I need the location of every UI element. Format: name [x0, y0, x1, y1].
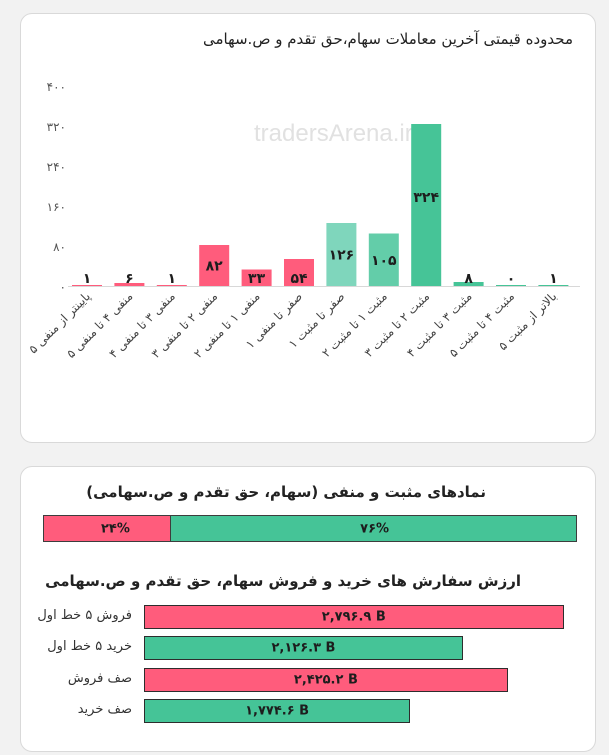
bar [453, 282, 484, 286]
bar [368, 233, 399, 286]
y-tick-label: ۰ [60, 280, 66, 294]
y-tick-label: ۴۰۰ [47, 80, 66, 94]
y-tick-label: ۳۲۰ [47, 120, 66, 134]
bar [72, 285, 102, 286]
bar-value-label: ۳۳ [248, 271, 266, 287]
y-tick-label: ۲۴۰ [47, 160, 66, 174]
bar [156, 285, 187, 286]
orders-title: ارزش سفارش های خرید و فروش سهام، حق تقدم… [45, 572, 521, 590]
order-label: فروش ۵ خط اول [37, 608, 132, 623]
bar-value-label: ۵۴ [290, 271, 308, 287]
bar [199, 245, 230, 286]
bar [241, 269, 272, 286]
bar [538, 285, 569, 286]
bar [284, 259, 314, 286]
bar-value-label: ۳۲۴ [413, 190, 439, 206]
order-label: صف فروش [67, 671, 132, 686]
bar-value-label: ۱ [83, 271, 92, 287]
bar-value-label: ۱ [549, 271, 558, 287]
order-bar: ۲,۱۲۶.۳ B [144, 636, 463, 660]
order-row: فروش ۵ خط اول ۲,۷۹۶.۹ B [0, 605, 609, 629]
mix-title: نمادهای مثبت و منفی (سهام، حق تقدم و ص.س… [86, 483, 486, 501]
price-range-title: محدوده قیمتی آخرین معاملات سهام،حق تقدم … [202, 30, 573, 48]
order-label: خرید ۵ خط اول [47, 639, 132, 654]
bar [411, 124, 442, 286]
bar-value-label: ۱۰۵ [371, 253, 397, 269]
negative-share-bar: ۲۴% [43, 515, 172, 542]
bar-value-label: ۸۲ [206, 259, 224, 275]
negative-share-label: ۲۴% [101, 521, 130, 536]
order-row: خرید ۵ خط اول ۲,۱۲۶.۳ B [0, 636, 609, 660]
watermark: tradersArena.ir [254, 120, 413, 147]
order-value: ۱,۷۷۴.۶ B [245, 703, 310, 719]
y-tick-label: ۱۶۰ [47, 200, 66, 214]
bar-value-label: ۰ [507, 271, 516, 287]
bar [326, 223, 357, 286]
order-row: صف فروش ۲,۴۲۵.۲ B [0, 668, 609, 692]
order-value: ۲,۱۲۶.۳ B [271, 640, 336, 656]
bar-value-label: ۸ [464, 271, 473, 287]
y-tick-label: ۸۰ [53, 240, 66, 254]
bar-value-label: ۱ [168, 271, 177, 287]
bar [114, 283, 145, 286]
bar-value-label: ۶ [125, 271, 134, 287]
order-bar: ۲,۴۲۵.۲ B [144, 668, 508, 692]
bar-value-label: ۱۲۶ [329, 248, 355, 264]
positive-share-bar: ۷۶% [171, 515, 577, 542]
positive-share-label: ۷۶% [360, 521, 390, 536]
price-range-card [20, 13, 596, 443]
order-label: صف خرید [77, 702, 132, 717]
order-bar: ۱,۷۷۴.۶ B [144, 699, 411, 723]
order-bar: ۲,۷۹۶.۹ B [144, 605, 564, 629]
order-row: صف خرید ۱,۷۷۴.۶ B [0, 699, 609, 723]
bar [496, 285, 526, 286]
order-value: ۲,۷۹۶.۹ B [321, 609, 386, 625]
order-value: ۲,۴۲۵.۲ B [293, 672, 358, 688]
